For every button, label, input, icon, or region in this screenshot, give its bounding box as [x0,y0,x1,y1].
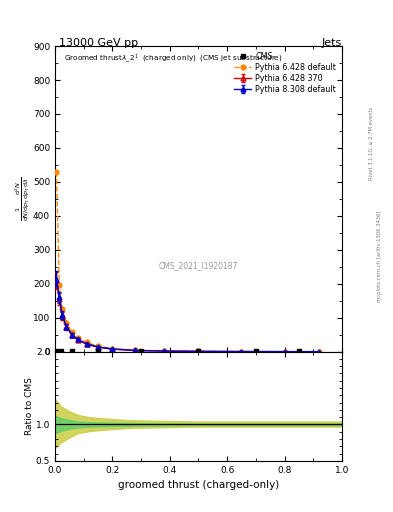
Line: CMS: CMS [54,349,301,354]
Line: Pythia 6.428 default: Pythia 6.428 default [54,169,321,354]
Text: Rivet 3.1.10, ≥ 2.7M events: Rivet 3.1.10, ≥ 2.7M events [369,106,374,180]
Pythia 6.428 default [57,283,62,289]
X-axis label: groomed thrust (charged-only): groomed thrust (charged-only) [118,480,279,490]
Pythia 6.428 default [64,319,69,326]
Text: mcplots.cern.ch [arXiv:1306.3436]: mcplots.cern.ch [arXiv:1306.3436] [377,210,382,302]
CMS [139,349,143,355]
Pythia 6.428 default [70,329,75,335]
CMS [196,349,201,355]
Text: Groomed thrust$\lambda\_2^1$  (charged only)  (CMS jet substructure): Groomed thrust$\lambda\_2^1$ (charged on… [64,52,282,65]
CMS [297,349,301,355]
Pythia 6.428 default [84,339,89,346]
CMS [70,349,75,355]
Pythia 6.428 default [239,349,244,355]
Pythia 6.428 default [317,349,321,355]
CMS [59,349,63,355]
Pythia 6.428 default [110,346,115,352]
CMS [54,349,59,355]
Pythia 6.428 default [133,347,138,353]
Legend: CMS, Pythia 6.428 default, Pythia 6.428 370, Pythia 8.308 default: CMS, Pythia 6.428 default, Pythia 6.428 … [232,50,338,95]
Text: CMS_2021_I1920187: CMS_2021_I1920187 [159,262,238,271]
CMS [96,349,101,355]
CMS [253,349,258,355]
Pythia 6.428 default [96,343,101,349]
Y-axis label: Ratio to CMS: Ratio to CMS [26,377,35,435]
Text: Jets: Jets [321,38,342,49]
Pythia 6.428 default [54,168,59,175]
Y-axis label: $\frac{1}{\mathrm{d}N/\mathrm{d}p_\mathrm{T}} \frac{\mathrm{d}^2 N}{\mathrm{d}p_: $\frac{1}{\mathrm{d}N/\mathrm{d}p_\mathr… [13,177,31,221]
Pythia 6.428 default [196,348,201,354]
Text: 13000 GeV pp: 13000 GeV pp [59,38,138,49]
Pythia 6.428 default [60,306,64,312]
Pythia 6.428 default [75,335,80,341]
Pythia 6.428 default [162,348,166,354]
Pythia 6.428 default [282,349,287,355]
